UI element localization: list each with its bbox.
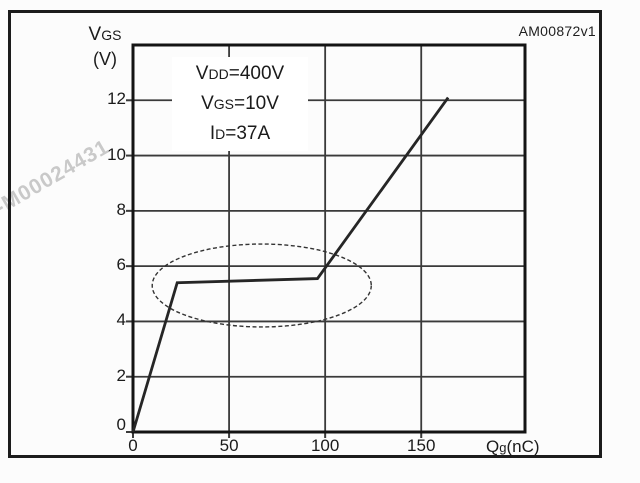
- y-tick-label: 10: [107, 144, 126, 164]
- x-tick-label: 0: [128, 436, 138, 455]
- y-axis-symbol: VGS: [88, 24, 122, 45]
- condition-line: ID=37A: [209, 123, 271, 144]
- y-tick-label: 0: [116, 415, 126, 434]
- condition-line: VDD=400V: [195, 63, 285, 84]
- y-tick-label: 4: [116, 310, 126, 330]
- y-tick-label: 8: [116, 199, 126, 219]
- condition-line: VGS=10V: [201, 93, 279, 114]
- x-tick-label: 50: [219, 436, 239, 455]
- y-axis-title: VGS (V): [80, 23, 130, 71]
- x-tick-label: 150: [407, 436, 436, 455]
- y-axis-unit: (V): [93, 49, 117, 69]
- test-conditions-annotation: VDD=400V VGS=10V ID=37A: [172, 57, 308, 151]
- figure-frame: [8, 10, 602, 458]
- revision-code-label: AM00872v1: [518, 23, 596, 39]
- y-tick-label: 6: [116, 255, 126, 275]
- y-tick-label: 2: [116, 365, 126, 385]
- x-tick-label: 100: [310, 436, 340, 455]
- y-tick-label: 12: [107, 89, 126, 109]
- x-axis-title: Qg(nC): [486, 437, 540, 456]
